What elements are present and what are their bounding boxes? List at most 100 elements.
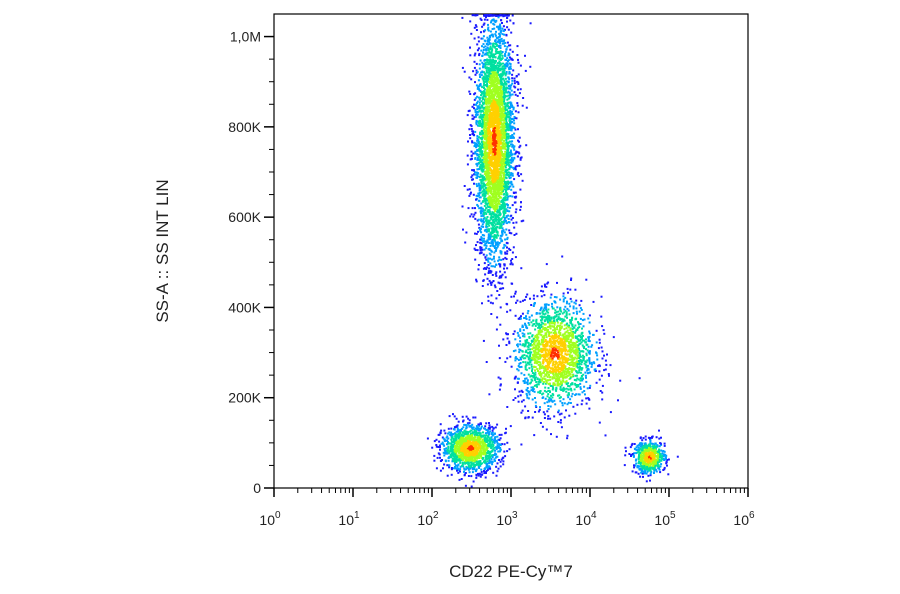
event-dot [480,130,483,132]
event-dot [493,167,496,170]
event-dot [482,65,485,68]
event-dot [506,188,509,191]
event-dot [517,395,520,398]
event-dot [484,99,487,102]
event-dot [485,48,488,51]
event-dot [507,28,510,31]
event-dot [487,63,490,66]
event-dot [521,179,524,182]
event-dot [487,117,490,120]
event-dot [490,60,493,63]
event-dot [493,214,496,217]
event-dot [491,211,494,214]
event-dot [489,282,492,284]
event-dot [490,90,493,93]
event-dot [474,232,476,235]
event-dot [479,229,482,232]
event-dot [582,345,585,348]
event-dot [494,21,497,23]
event-dot [514,211,517,214]
event-dot [492,211,495,214]
event-dot [507,183,510,185]
event-dot [469,134,471,136]
event-dot [495,271,498,274]
event-dot [492,153,494,155]
event-dot [513,127,516,129]
event-dot [498,52,500,54]
event-dot [564,296,567,299]
event-dot [495,145,498,148]
event-dot [503,14,506,17]
event-dot [499,166,502,169]
event-dot [504,252,507,255]
event-dot [519,394,522,397]
event-dot [505,177,508,180]
event-dot [496,230,499,233]
event-dot [492,95,494,98]
event-dot [503,243,506,246]
event-dot [476,139,479,142]
event-dot [492,207,495,210]
event-dot [507,97,510,100]
event-dot [501,22,503,24]
event-dot [490,59,493,62]
event-dot [519,88,522,91]
event-dot [511,127,514,130]
event-dot [499,31,502,34]
event-dot [506,115,509,118]
event-dot [481,210,484,213]
event-dot [508,84,511,87]
event-dot [502,126,505,129]
event-dot [486,160,489,163]
event-dots [426,14,679,488]
event-dot [558,376,561,379]
event-dot [505,173,508,176]
event-dot [574,324,577,327]
event-dot [516,151,519,154]
event-dot [504,244,507,247]
event-dot [506,26,509,29]
event-dot [502,29,505,32]
event-dot [479,158,482,161]
event-dot [497,201,500,204]
event-dot [518,146,521,149]
event-dot [565,311,568,314]
event-dot [489,301,492,304]
event-dot [494,151,497,154]
event-dot [492,170,495,173]
event-dot [488,195,491,198]
event-dot [498,33,501,36]
event-dot [486,86,489,89]
event-dot [481,109,484,112]
event-dot [589,371,592,374]
event-dot [479,178,482,181]
event-dot [489,205,492,208]
event-dot [502,168,505,171]
event-dot [522,361,525,364]
event-dot [474,207,476,210]
event-dot [484,113,487,116]
event-dot [485,162,488,165]
event-dot [520,315,522,318]
event-dot [481,106,484,109]
event-dot [560,363,563,366]
event-dot [504,72,507,75]
event-dot [499,179,502,181]
event-dot [524,357,527,360]
event-dot [504,129,507,132]
event-dot [529,332,532,335]
event-dot [486,108,489,111]
event-dot [480,169,483,172]
event-dot [506,98,509,101]
event-dot [501,239,504,242]
event-dot [490,62,493,64]
event-dot [487,54,490,57]
event-dot [498,103,501,106]
event-dot [562,295,565,298]
event-dot [552,387,555,390]
event-dot [579,377,582,380]
event-dot [498,223,501,226]
event-dot [494,157,497,159]
event-dot [489,30,492,33]
event-dot [497,28,500,31]
